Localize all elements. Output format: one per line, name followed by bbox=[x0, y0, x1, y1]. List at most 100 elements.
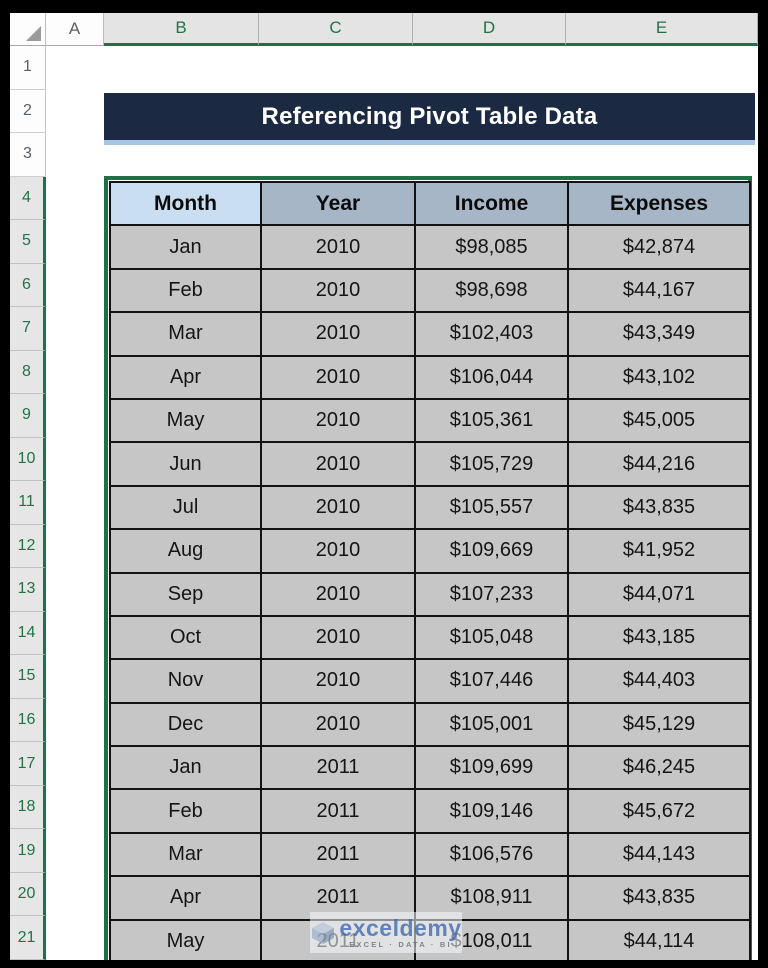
select-all-corner[interactable] bbox=[10, 13, 46, 46]
table-cell[interactable]: $42,874 bbox=[567, 224, 751, 270]
table-cell[interactable]: 2011 bbox=[260, 875, 416, 921]
row-header-15[interactable]: 15 bbox=[10, 655, 46, 699]
table-cell[interactable]: $44,403 bbox=[567, 658, 751, 704]
row-header-11[interactable]: 11 bbox=[10, 481, 46, 525]
row-header-18[interactable]: 18 bbox=[10, 785, 46, 830]
row-header-3[interactable]: 3 bbox=[10, 133, 46, 177]
table-cell[interactable]: Jan bbox=[109, 745, 262, 791]
table-cell[interactable]: Jun bbox=[109, 441, 262, 487]
table-cell[interactable]: $106,044 bbox=[414, 354, 569, 400]
row-header-20[interactable]: 20 bbox=[10, 872, 46, 917]
row-header-19[interactable]: 19 bbox=[10, 829, 46, 873]
row-header-17[interactable]: 17 bbox=[10, 742, 46, 786]
table-cell[interactable]: $43,349 bbox=[567, 311, 751, 357]
table-cell[interactable]: Sep bbox=[109, 571, 262, 617]
table-cell[interactable]: Apr bbox=[109, 875, 262, 921]
table-cell[interactable]: 2011 bbox=[260, 918, 416, 960]
table-cell[interactable]: May bbox=[109, 918, 262, 960]
table-cell[interactable]: 2010 bbox=[260, 528, 416, 574]
table-cell[interactable]: $45,129 bbox=[567, 701, 751, 748]
table-cell[interactable]: 2010 bbox=[260, 267, 416, 314]
table-cell[interactable]: 2010 bbox=[260, 311, 416, 357]
table-cell[interactable]: $105,729 bbox=[414, 441, 569, 487]
row-header-9[interactable]: 9 bbox=[10, 394, 46, 438]
table-cell[interactable]: 2011 bbox=[260, 745, 416, 791]
table-cell[interactable]: Feb bbox=[109, 788, 262, 834]
table-cell[interactable]: Mar bbox=[109, 831, 262, 878]
table-cell[interactable]: $102,403 bbox=[414, 311, 569, 357]
table-cell[interactable]: $105,557 bbox=[414, 484, 569, 531]
table-cell[interactable]: Feb bbox=[109, 267, 262, 314]
table-cell[interactable]: $43,102 bbox=[567, 354, 751, 400]
table-cell[interactable]: Mar bbox=[109, 311, 262, 357]
table-cell[interactable]: $105,048 bbox=[414, 614, 569, 661]
table-cell[interactable]: Jul bbox=[109, 484, 262, 531]
table-cell[interactable]: Oct bbox=[109, 614, 262, 661]
table-cell[interactable]: Nov bbox=[109, 658, 262, 704]
table-cell[interactable]: $107,233 bbox=[414, 571, 569, 617]
column-header-b[interactable]: B bbox=[104, 13, 259, 46]
table-cell[interactable]: $108,011 bbox=[414, 918, 569, 960]
table-cell[interactable]: $43,835 bbox=[567, 875, 751, 921]
row-header-16[interactable]: 16 bbox=[10, 698, 46, 743]
table-cell[interactable]: 2010 bbox=[260, 658, 416, 704]
table-cell[interactable]: $105,001 bbox=[414, 701, 569, 748]
table-cell[interactable]: $45,005 bbox=[567, 397, 751, 444]
table-cell[interactable]: $44,143 bbox=[567, 831, 751, 878]
table-cell[interactable]: $44,071 bbox=[567, 571, 751, 617]
table-cell[interactable]: 2010 bbox=[260, 441, 416, 487]
table-cell[interactable]: $109,146 bbox=[414, 788, 569, 834]
row-header-14[interactable]: 14 bbox=[10, 611, 46, 656]
table-cell[interactable]: $98,698 bbox=[414, 267, 569, 314]
table-cell[interactable]: Jan bbox=[109, 224, 262, 270]
table-cell[interactable]: 2010 bbox=[260, 614, 416, 661]
table-cell[interactable]: $107,446 bbox=[414, 658, 569, 704]
table-cell[interactable]: 2010 bbox=[260, 224, 416, 270]
table-cell[interactable]: $44,216 bbox=[567, 441, 751, 487]
table-cell[interactable]: $46,245 bbox=[567, 745, 751, 791]
title-banner-cell[interactable]: Referencing Pivot Table Data bbox=[104, 93, 755, 140]
table-cell[interactable]: 2010 bbox=[260, 484, 416, 531]
row-header-7[interactable]: 7 bbox=[10, 307, 46, 351]
row-header-12[interactable]: 12 bbox=[10, 524, 46, 569]
table-cell[interactable]: $45,672 bbox=[567, 788, 751, 834]
table-cell[interactable]: Dec bbox=[109, 701, 262, 748]
header-cell-month[interactable]: Month bbox=[109, 180, 262, 227]
table-cell[interactable]: $109,699 bbox=[414, 745, 569, 791]
table-cell[interactable]: 2010 bbox=[260, 571, 416, 617]
row-header-4[interactable]: 4 bbox=[10, 176, 46, 221]
table-cell[interactable]: $98,085 bbox=[414, 224, 569, 270]
row-header-13[interactable]: 13 bbox=[10, 568, 46, 612]
table-cell[interactable]: $43,185 bbox=[567, 614, 751, 661]
table-cell[interactable]: Aug bbox=[109, 528, 262, 574]
row-header-10[interactable]: 10 bbox=[10, 437, 46, 482]
table-cell[interactable]: $105,361 bbox=[414, 397, 569, 444]
table-cell[interactable]: $41,952 bbox=[567, 528, 751, 574]
table-cell[interactable]: 2010 bbox=[260, 701, 416, 748]
row-header-2[interactable]: 2 bbox=[10, 89, 46, 134]
table-cell[interactable]: May bbox=[109, 397, 262, 444]
column-header-e[interactable]: E bbox=[566, 13, 758, 46]
column-header-d[interactable]: D bbox=[413, 13, 566, 46]
table-cell[interactable]: $106,576 bbox=[414, 831, 569, 878]
table-cell[interactable]: Apr bbox=[109, 354, 262, 400]
column-header-c[interactable]: C bbox=[259, 13, 413, 46]
table-cell[interactable]: $109,669 bbox=[414, 528, 569, 574]
table-cell[interactable]: 2010 bbox=[260, 397, 416, 444]
table-cell[interactable]: $108,911 bbox=[414, 875, 569, 921]
header-cell-year[interactable]: Year bbox=[260, 180, 416, 227]
table-cell[interactable]: $43,835 bbox=[567, 484, 751, 531]
header-cell-expenses[interactable]: Expenses bbox=[567, 180, 751, 227]
column-header-a[interactable]: A bbox=[46, 13, 104, 46]
row-header-21[interactable]: 21 bbox=[10, 916, 46, 960]
table-cell[interactable]: 2010 bbox=[260, 354, 416, 400]
table-cell[interactable]: 2011 bbox=[260, 831, 416, 878]
row-header-5[interactable]: 5 bbox=[10, 220, 46, 264]
row-header-8[interactable]: 8 bbox=[10, 350, 46, 395]
table-cell[interactable]: 2011 bbox=[260, 788, 416, 834]
row-header-1[interactable]: 1 bbox=[10, 46, 46, 90]
header-cell-income[interactable]: Income bbox=[414, 180, 569, 227]
row-header-6[interactable]: 6 bbox=[10, 263, 46, 308]
table-cell[interactable]: $44,167 bbox=[567, 267, 751, 314]
table-cell[interactable]: $44,114 bbox=[567, 918, 751, 960]
